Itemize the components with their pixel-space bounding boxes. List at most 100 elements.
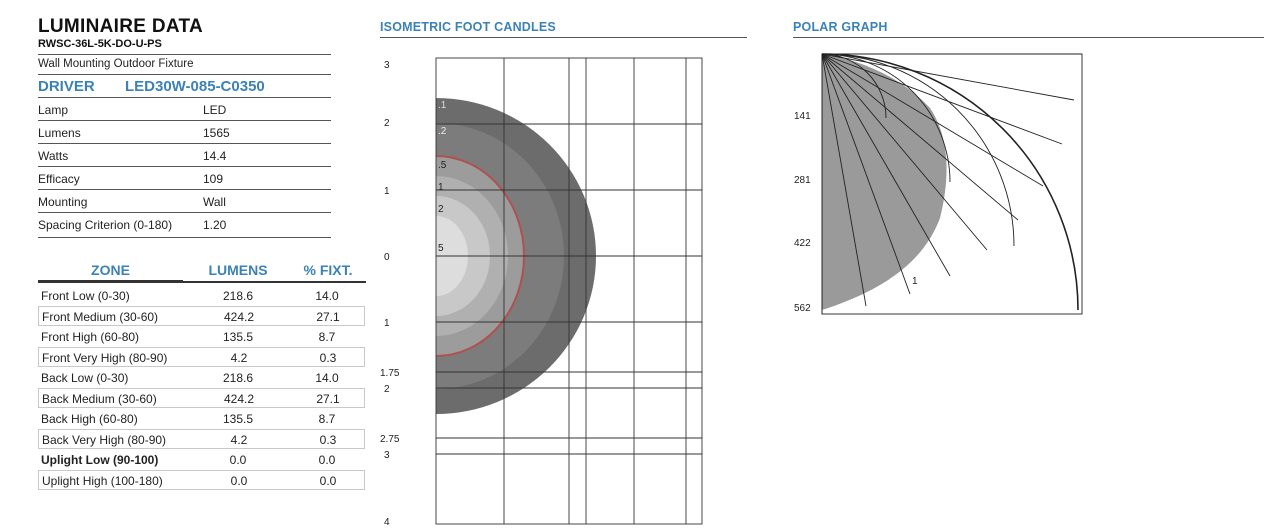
zone-header-underline — [38, 280, 183, 281]
spec-value: 1.20 — [203, 218, 227, 232]
contour-label: 2 — [438, 204, 444, 215]
zone-row: Uplight Low (90-100) 0.0 0.0 — [38, 450, 365, 470]
contour-label: .1 — [438, 100, 447, 111]
polar-ray — [821, 53, 988, 251]
zone-row: Back Medium (30-60) 424.2 27.1 — [38, 388, 365, 408]
driver-label: DRIVER — [38, 78, 95, 95]
spec-value: 14.4 — [203, 149, 227, 163]
zone-row: Front Very High (80-90) 4.2 0.3 — [38, 347, 365, 367]
pct-fixture-header: % FIXT. — [303, 262, 353, 278]
y-tick: 4 — [384, 517, 390, 528]
polar-ray — [821, 53, 1044, 187]
zone-pct: 0.0 — [319, 474, 337, 488]
spec-label: Lumens — [38, 126, 81, 140]
contour-label: 5 — [438, 243, 444, 254]
driver-row: DRIVER LED30W-085-C0350 — [38, 75, 331, 98]
zone-header: ZONE — [91, 262, 130, 278]
zone-name: Front Low (0-30) — [41, 289, 130, 303]
zone-name: Uplight High (100-180) — [42, 474, 163, 488]
polar-ray — [821, 53, 1019, 221]
driver-value: LED30W-085-C0350 — [125, 78, 265, 95]
zone-lumens: 424.2 — [223, 310, 255, 324]
zone-name: Back Very High (80-90) — [42, 433, 167, 447]
polar-scale-label: 141 — [794, 111, 811, 122]
y-tick: 3 — [384, 450, 390, 461]
zone-lumens: 4.2 — [230, 351, 248, 365]
zone-row: Front Medium (30-60) 424.2 27.1 — [38, 306, 365, 326]
spec-label: Spacing Criterion (0-180) — [38, 218, 173, 232]
polar-ray — [821, 53, 1063, 145]
y-tick: 2.75 — [380, 434, 400, 445]
zone-row: Front High (60-80) 135.5 8.7 — [38, 327, 365, 347]
polar-title-rule — [793, 37, 1264, 38]
contour-labels: .1 .2 .5 1 2 5 — [438, 100, 447, 254]
spec-value: Wall — [203, 195, 226, 209]
isometric-y-ticks: 3 2 1 0 1 1.75 2 2.75 3 4 — [380, 60, 400, 528]
polar-scale-label: 562 — [794, 303, 811, 314]
isometric-title-rule — [380, 37, 747, 38]
zone-lumens: 135.5 — [222, 330, 254, 344]
zone-name: Front Very High (80-90) — [42, 351, 168, 365]
model-number: RWSC-36L-5K-DO-U-PS — [38, 38, 162, 50]
fixture-description: Wall Mounting Outdoor Fixture — [38, 54, 331, 75]
polar-ray — [821, 53, 951, 277]
polar-title: POLAR GRAPH — [793, 20, 888, 34]
zone-pct: 14.0 — [315, 289, 339, 303]
zone-name: Back High (60-80) — [41, 412, 138, 426]
zone-pct: 8.7 — [318, 412, 336, 426]
polar-arc — [821, 53, 951, 183]
polar-plot: 141 281 422 562 1 — [794, 53, 1083, 315]
zone-row: Uplight High (100-180) 0.0 0.0 — [38, 470, 365, 490]
spec-row-spacing: Spacing Criterion (0-180) 1.20 — [38, 213, 331, 238]
spec-value: 109 — [203, 172, 224, 186]
spec-row-watts: Watts 14.4 — [38, 144, 331, 167]
zone-row: Back High (60-80) 135.5 8.7 — [38, 409, 365, 429]
lumens-header: LUMENS — [208, 262, 268, 278]
fixture-description-text: Wall Mounting Outdoor Fixture — [38, 58, 194, 70]
polar-arc — [821, 53, 887, 119]
zone-name: Back Medium (30-60) — [42, 392, 157, 406]
zone-name: Uplight Low (90-100) — [41, 453, 159, 467]
polar-scale-label: 281 — [794, 175, 811, 186]
spec-row-lamp: Lamp LED — [38, 98, 331, 121]
isometric-grid — [435, 57, 703, 525]
spec-row-lumens: Lumens 1565 — [38, 121, 331, 144]
zone-name: Front High (60-80) — [41, 330, 140, 344]
zone-lumens: 218.6 — [222, 289, 254, 303]
isometric-plot: 3 2 1 0 1 1.75 2 2.75 3 4 .1 .2 .5 1 2 5 — [380, 50, 703, 531]
zone-pct: 14.0 — [315, 371, 339, 385]
polar-curve-label: 1 — [912, 276, 918, 287]
y-tick: 1.75 — [380, 368, 400, 379]
zone-row: Front Low (0-30) 218.6 14.0 — [38, 286, 365, 306]
zone-header-rule — [38, 281, 366, 283]
zone-lumens: 0.0 — [229, 453, 247, 467]
zone-row: Back Low (0-30) 218.6 14.0 — [38, 368, 365, 388]
spec-label: Lamp — [38, 103, 69, 117]
spec-label: Watts — [38, 149, 69, 163]
polar-ray — [821, 53, 867, 307]
y-tick: 2 — [384, 384, 390, 395]
polar-outer-arc — [821, 53, 1079, 311]
polar-arc — [821, 53, 1015, 247]
zone-row: Back Very High (80-90) 4.2 0.3 — [38, 429, 365, 449]
zone-lumens: 4.2 — [230, 433, 248, 447]
polar-scale-labels: 141 281 422 562 1 — [794, 111, 918, 314]
luminaire-title: LUMINAIRE DATA — [38, 16, 203, 37]
polar-grid — [821, 53, 1083, 315]
contour-label: .2 — [438, 126, 447, 137]
contour-label: .5 — [438, 160, 447, 171]
y-tick: 2 — [384, 118, 390, 129]
zone-lumens: 135.5 — [222, 412, 254, 426]
zone-name: Back Low (0-30) — [41, 371, 129, 385]
zone-pct: 0.0 — [318, 453, 336, 467]
zone-pct: 0.3 — [319, 433, 337, 447]
zone-pct: 27.1 — [316, 310, 340, 324]
y-tick: 0 — [384, 252, 390, 263]
y-tick: 3 — [384, 60, 390, 71]
zone-lumens: 424.2 — [223, 392, 255, 406]
plot-left-margin — [380, 50, 436, 531]
zone-lumens: 0.0 — [230, 474, 248, 488]
spec-label: Efficacy — [38, 172, 80, 186]
polar-ray — [821, 53, 1075, 101]
zone-pct: 8.7 — [318, 330, 336, 344]
